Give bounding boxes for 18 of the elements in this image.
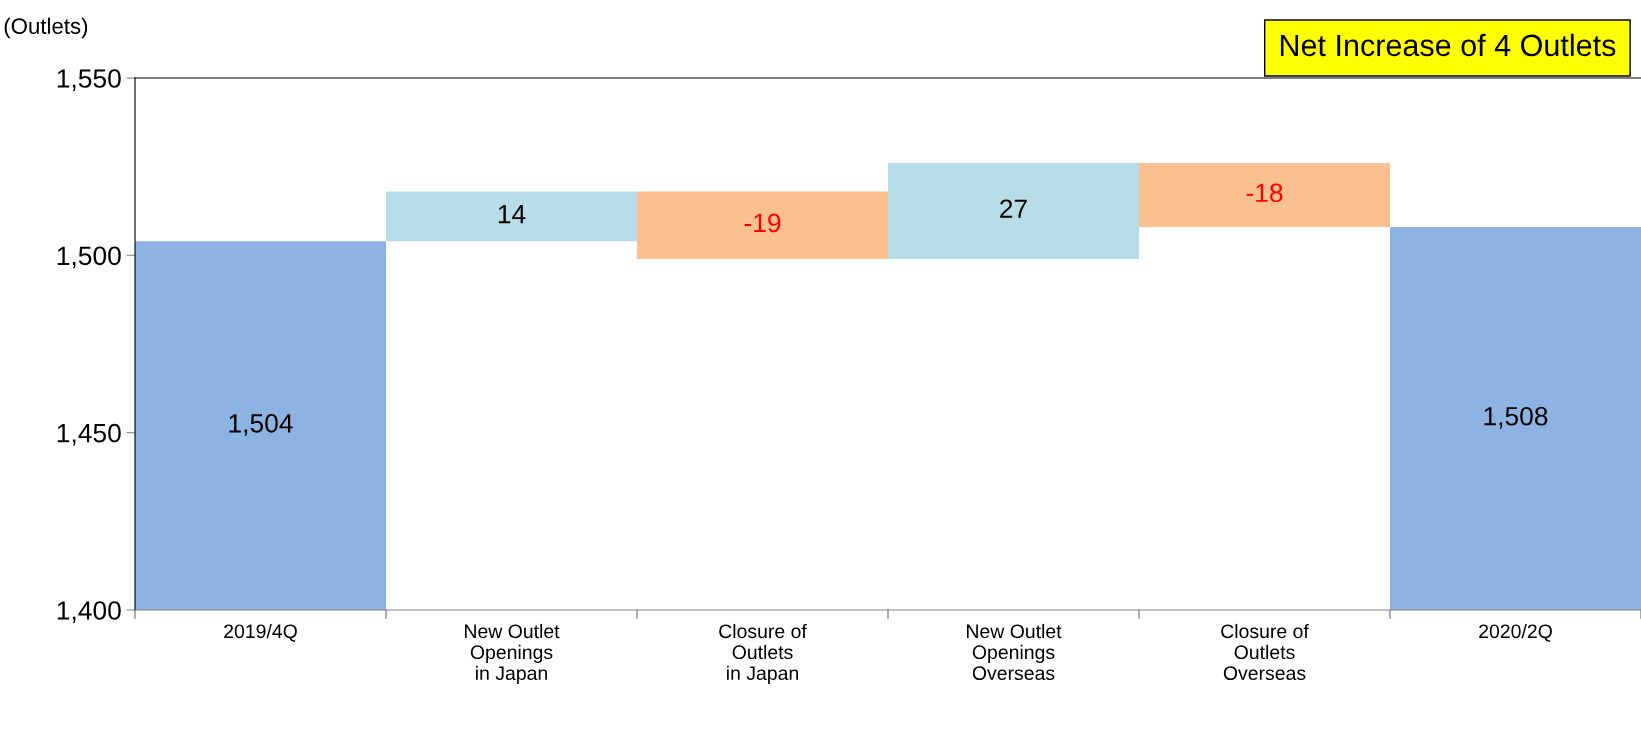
y-tick-label: 1,500 — [57, 246, 121, 269]
x-tick-label: 2019/4Q — [224, 623, 297, 642]
x-tick-label: New Outlet Openings Overseas — [967, 623, 1062, 681]
data-label: 14 — [498, 204, 526, 224]
y-axis-title: (Outlets) — [4, 17, 88, 39]
data-label: 27 — [1000, 199, 1027, 218]
x-tick-label: 2020/2Q — [1479, 623, 1552, 642]
data-label: -19 — [744, 213, 781, 233]
x-tick-label: Closure of Outlets Overseas — [1221, 623, 1309, 681]
y-tick-label: 1,400 — [57, 601, 121, 623]
data-label: 1,508 — [1484, 406, 1548, 429]
x-tick-label: Closure of Outlets in Japan — [719, 623, 807, 684]
x-tick-label: New Outlet Openings in Japan — [465, 623, 560, 684]
y-tick-label: 1,550 — [57, 69, 121, 91]
data-label: 1,504 — [229, 413, 293, 436]
data-label: -18 — [1246, 183, 1283, 203]
text: Net Increase of 4 Outlets — [1280, 33, 1616, 57]
y-tick-label: 1,450 — [57, 423, 121, 446]
